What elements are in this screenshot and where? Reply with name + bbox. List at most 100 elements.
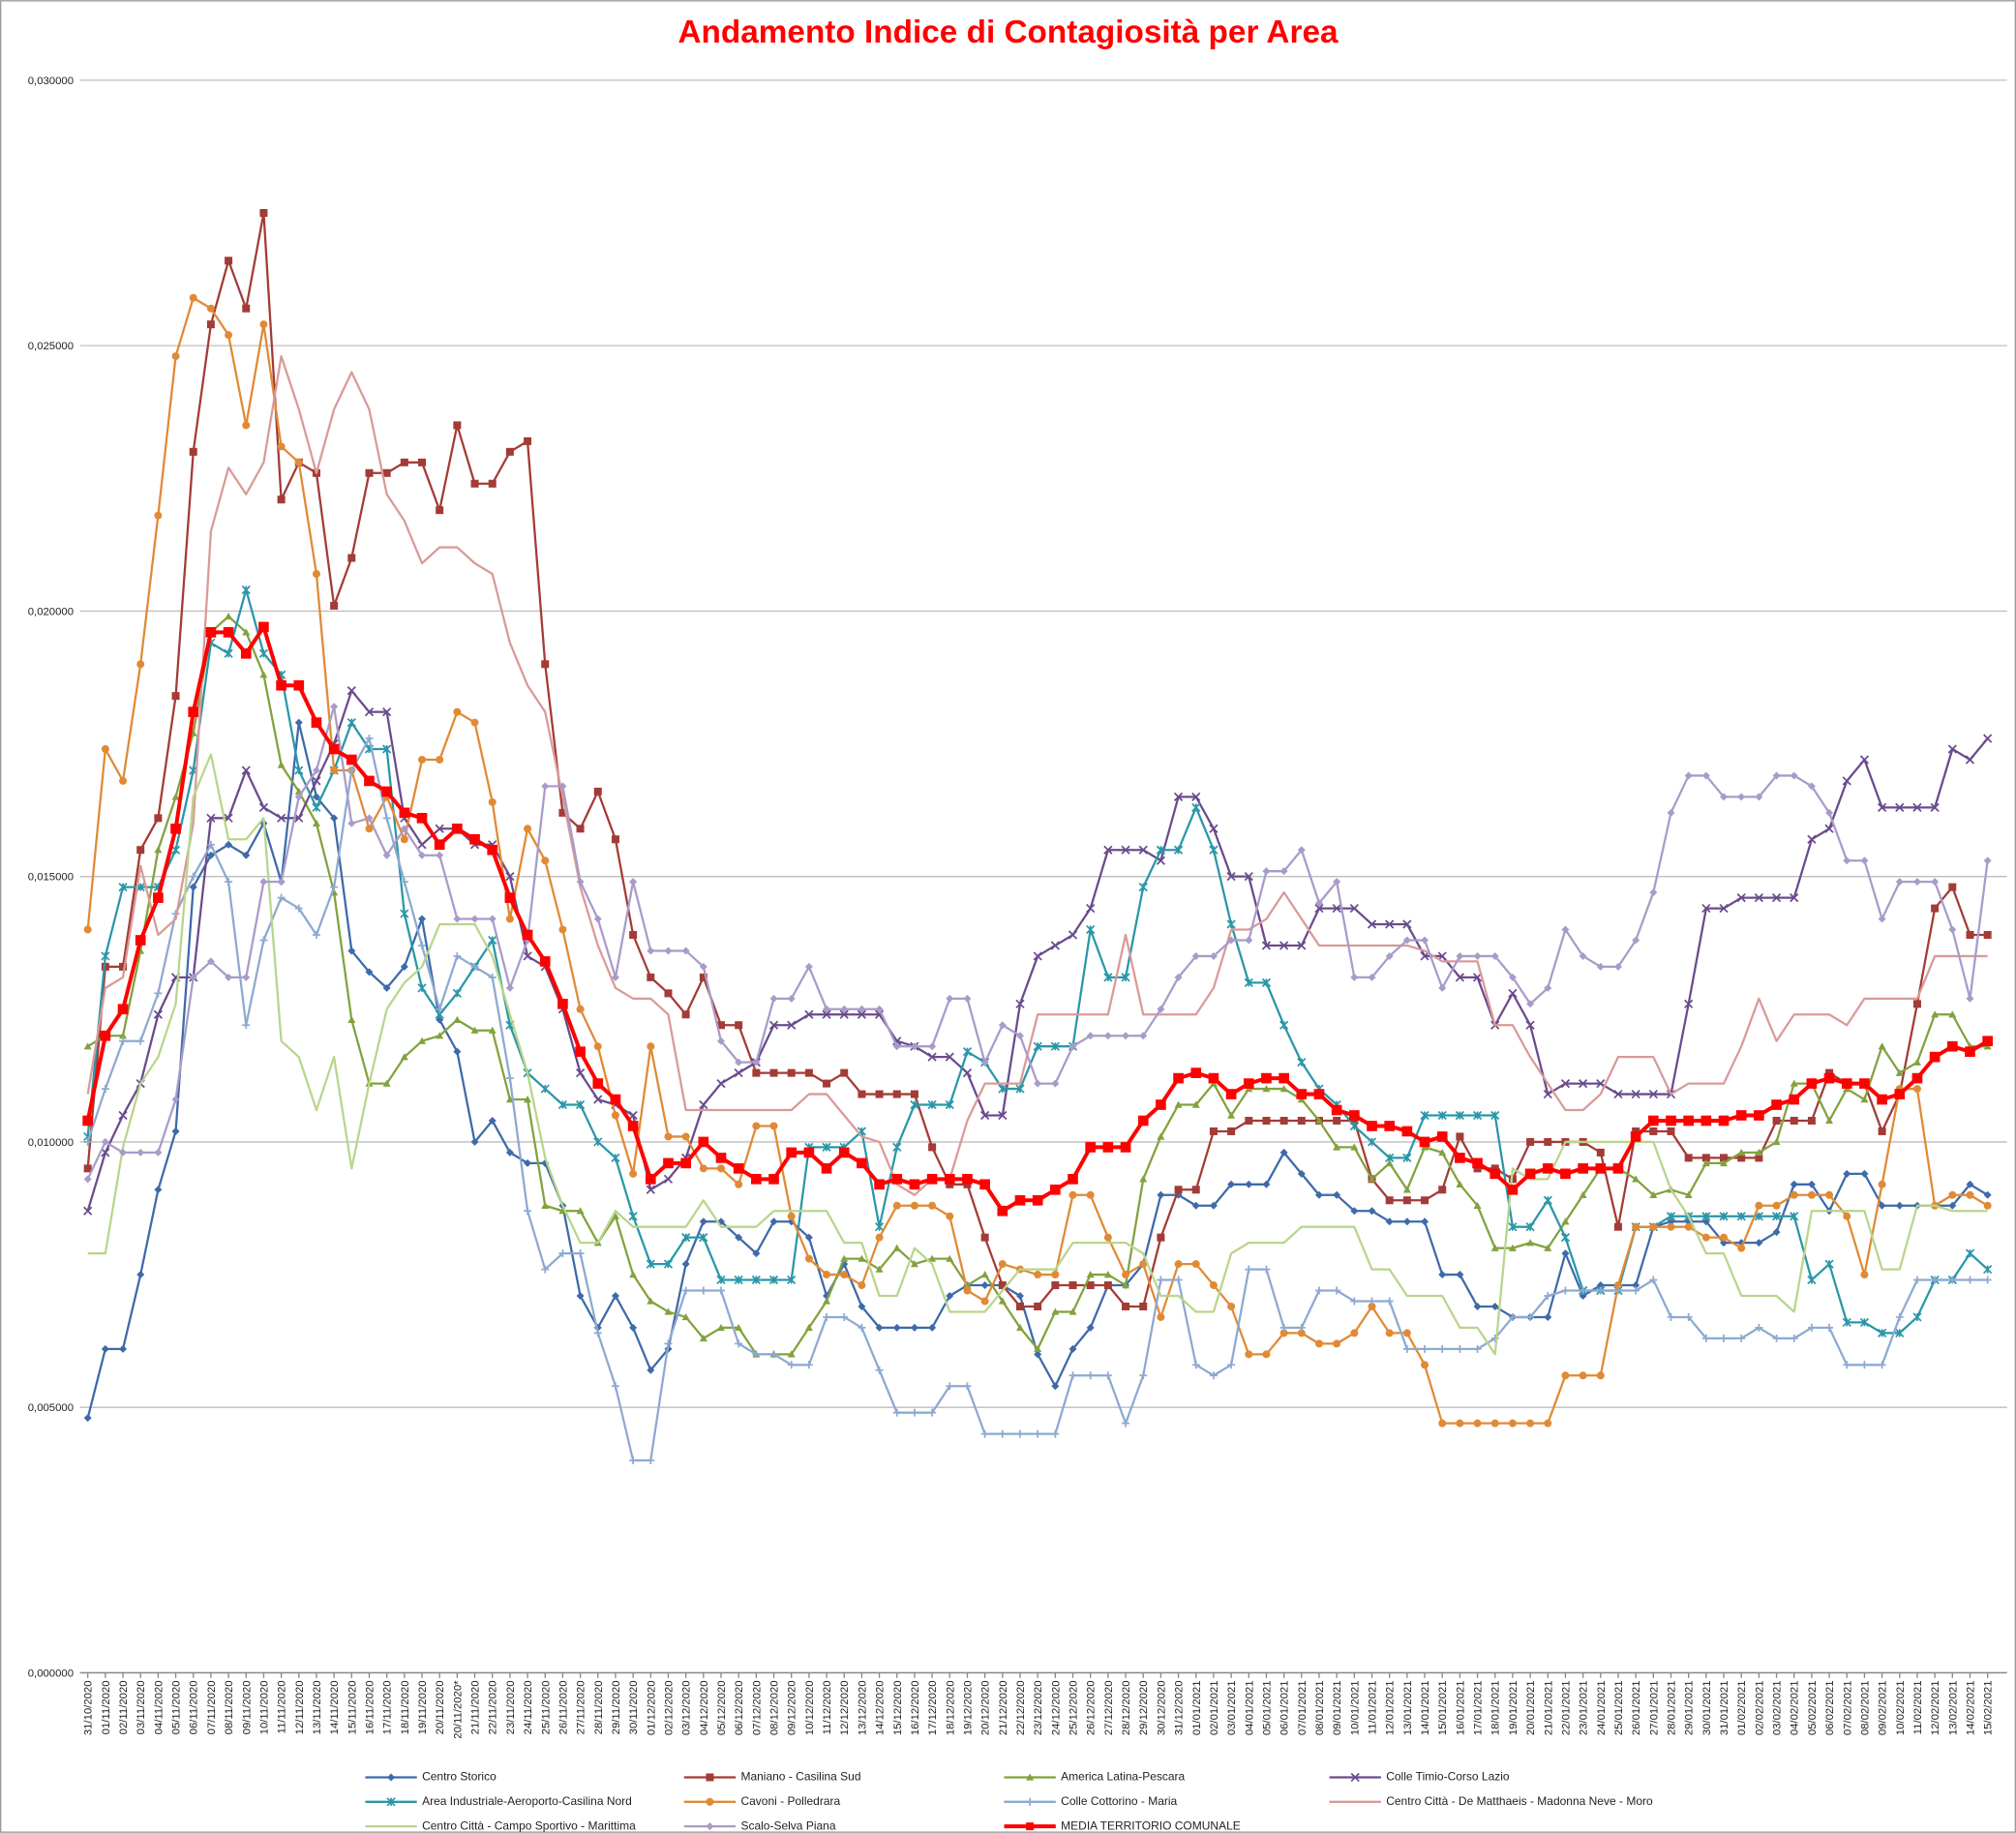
data-point <box>698 1136 709 1148</box>
data-point <box>189 973 197 981</box>
data-point <box>1789 1094 1800 1105</box>
data-point <box>1401 1126 1413 1137</box>
data-point <box>1015 1323 1024 1332</box>
data-point <box>1402 936 1411 945</box>
data-point <box>576 1291 585 1301</box>
x-tick-label: 02/01/2021 <box>1209 1680 1220 1735</box>
data-point <box>823 1297 831 1305</box>
data-point <box>1279 1072 1289 1084</box>
x-tick-label: 08/12/2020 <box>769 1680 781 1735</box>
data-point <box>945 1052 954 1062</box>
data-point <box>417 840 427 850</box>
x-tick-label: 28/12/2020 <box>1121 1680 1132 1735</box>
data-point <box>1349 1121 1359 1131</box>
data-point <box>1912 802 1922 812</box>
data-point <box>381 786 393 797</box>
data-point <box>823 1079 831 1088</box>
data-point <box>488 973 496 981</box>
data-point <box>1297 1116 1306 1125</box>
data-point <box>364 775 375 787</box>
data-point <box>418 458 427 466</box>
data-point <box>1245 1116 1253 1125</box>
x-tick-label: 06/12/2020 <box>734 1680 745 1735</box>
data-point <box>593 1042 602 1051</box>
x-tick-label: 04/12/2020 <box>699 1680 710 1735</box>
series <box>83 293 1992 1427</box>
data-point <box>1649 1127 1658 1135</box>
data-point <box>400 835 408 844</box>
data-point <box>453 707 462 716</box>
data-point <box>1684 1222 1693 1231</box>
data-point <box>488 1026 496 1034</box>
x-tick-label: 09/02/2021 <box>1878 1680 1889 1735</box>
x-tick-label: 03/02/2021 <box>1772 1680 1784 1735</box>
x-tick-label: 05/02/2021 <box>1807 1680 1819 1735</box>
data-point <box>1755 793 1763 801</box>
data-point <box>1825 1116 1834 1125</box>
data-point <box>83 1042 92 1050</box>
data-point <box>979 1179 990 1190</box>
data-point <box>787 1020 797 1030</box>
data-point <box>1630 1131 1641 1142</box>
x-tick-label: 20/12/2020 <box>980 1680 992 1735</box>
data-point <box>258 621 269 633</box>
data-point <box>1438 1419 1447 1427</box>
legend-label: Colle Cottorino - Maria <box>1061 1794 1177 1808</box>
data-point <box>1878 1127 1886 1135</box>
data-point <box>258 802 269 812</box>
data-point <box>101 951 110 961</box>
x-tick-label: 09/12/2020 <box>787 1680 798 1735</box>
data-point <box>858 1323 866 1332</box>
data-point <box>1772 1334 1781 1342</box>
data-point <box>1983 856 1992 865</box>
data-point <box>752 1068 761 1077</box>
data-point <box>400 878 408 886</box>
data-point <box>382 983 391 992</box>
x-tick-label: 09/01/2021 <box>1332 1680 1343 1735</box>
data-point <box>874 1222 885 1232</box>
data-point <box>1368 1175 1376 1183</box>
data-point <box>576 1005 585 1013</box>
data-point <box>1103 1271 1112 1278</box>
data-point <box>927 1052 937 1062</box>
data-point <box>1544 983 1552 992</box>
data-point <box>1544 1291 1552 1300</box>
data-point <box>997 1205 1008 1217</box>
data-point <box>101 1148 110 1157</box>
data-point <box>1508 1244 1517 1251</box>
data-point <box>576 1249 585 1258</box>
data-point <box>751 1173 762 1185</box>
data-point <box>963 1180 972 1188</box>
data-point <box>1683 1115 1695 1127</box>
data-point <box>1472 1157 1483 1169</box>
data-point <box>681 1286 690 1295</box>
data-point <box>1262 1180 1271 1188</box>
data-point <box>1086 1281 1095 1290</box>
data-point <box>1050 941 1060 950</box>
data-point <box>1596 1148 1605 1157</box>
data-point <box>154 1148 163 1157</box>
data-point <box>593 787 602 796</box>
data-point <box>1647 1115 1659 1127</box>
data-point <box>470 962 479 971</box>
data-point <box>1137 1115 1149 1127</box>
data-point <box>1771 1099 1782 1110</box>
data-point <box>1720 1154 1729 1162</box>
data-point <box>171 352 180 361</box>
data-point <box>541 1158 550 1167</box>
data-point <box>1737 1244 1746 1252</box>
series <box>87 753 1988 1356</box>
data-point <box>258 648 269 658</box>
data-point <box>205 627 217 638</box>
data-point <box>452 823 463 834</box>
series <box>82 621 1993 1217</box>
data-point <box>1489 1168 1501 1180</box>
data-point <box>1350 1297 1359 1306</box>
data-point <box>541 856 550 865</box>
data-point <box>1209 1281 1218 1290</box>
data-point <box>980 1271 989 1278</box>
data-point <box>1473 951 1482 960</box>
data-point <box>1051 1382 1060 1391</box>
x-tick-label: 08/02/2021 <box>1859 1680 1871 1735</box>
